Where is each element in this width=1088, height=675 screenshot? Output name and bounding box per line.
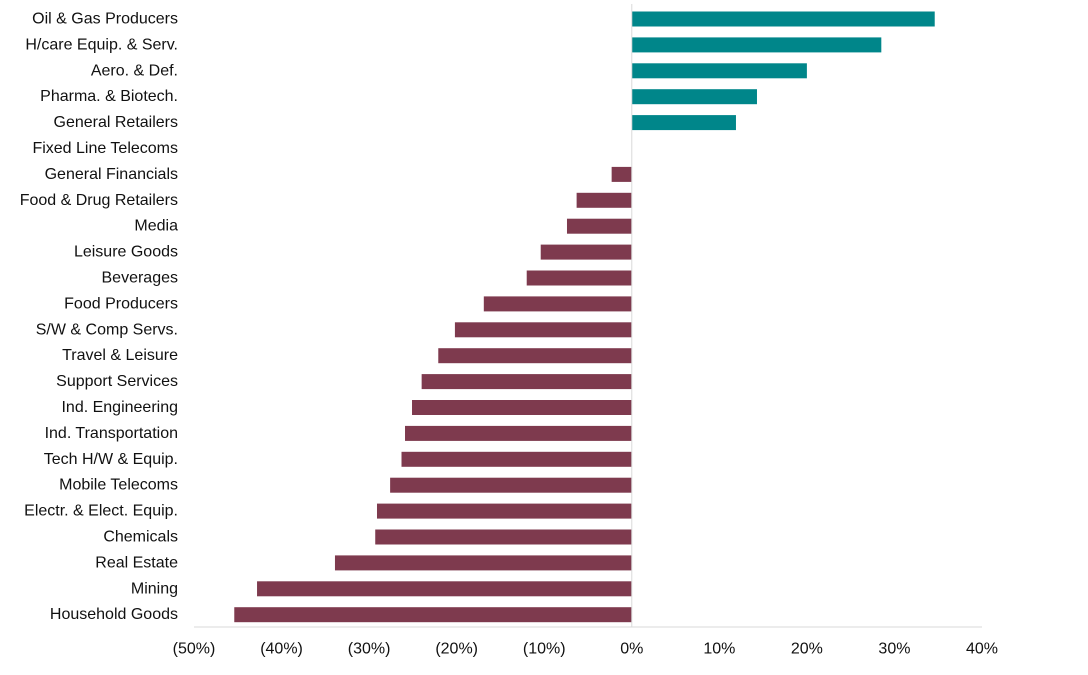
x-tick-label: (10%) xyxy=(523,641,566,658)
bar xyxy=(540,244,632,260)
bar xyxy=(576,192,632,208)
category-label: S/W & Comp Servs. xyxy=(36,321,178,338)
bar xyxy=(421,374,632,390)
x-axis-tick-labels: (50%) (40%) (30%) (20%) (10%) 0% 10% 20% 30% 40% xyxy=(173,641,998,658)
category-label: H/care Equip. & Serv. xyxy=(25,36,178,53)
category-label: Real Estate xyxy=(95,554,178,571)
x-tick-label: 40% xyxy=(966,641,998,658)
category-labels: Oil & Gas Producers H/care Equip. & Serv.… xyxy=(20,11,178,624)
bar xyxy=(631,11,935,27)
x-tick-label: 20% xyxy=(791,641,823,658)
bar xyxy=(234,607,632,623)
bar xyxy=(405,425,632,441)
x-tick-label: 30% xyxy=(878,641,910,658)
bar xyxy=(257,581,632,597)
category-label: General Retailers xyxy=(54,114,179,131)
category-label: Aero. & Def. xyxy=(91,62,178,79)
bar xyxy=(566,218,632,234)
bar xyxy=(631,89,757,105)
bar xyxy=(334,555,632,571)
x-tick-label: (50%) xyxy=(173,641,216,658)
bar xyxy=(611,166,632,182)
bar xyxy=(376,503,632,519)
category-label: Chemicals xyxy=(103,529,178,546)
category-label: Fixed Line Telecoms xyxy=(32,140,178,157)
bar xyxy=(438,348,632,364)
category-label: Food & Drug Retailers xyxy=(20,192,178,209)
category-label: Beverages xyxy=(102,270,179,287)
bar xyxy=(631,63,807,79)
category-label: General Financials xyxy=(45,166,178,183)
bar xyxy=(375,529,632,545)
category-label: Household Goods xyxy=(50,606,178,623)
bar xyxy=(526,270,632,286)
category-label: Support Services xyxy=(56,373,178,390)
category-label: Travel & Leisure xyxy=(62,347,178,364)
bar xyxy=(454,322,632,338)
category-label: Food Producers xyxy=(64,295,178,312)
bar xyxy=(631,37,882,53)
category-label: Mobile Telecoms xyxy=(59,477,178,494)
bars-group xyxy=(234,11,935,623)
x-tick-label: (40%) xyxy=(260,641,303,658)
x-tick-label: (30%) xyxy=(348,641,391,658)
category-label: Leisure Goods xyxy=(74,244,178,261)
bar xyxy=(390,477,632,493)
bar xyxy=(483,296,632,312)
category-label: Electr. & Elect. Equip. xyxy=(24,503,178,520)
bar xyxy=(412,400,632,415)
category-label: Ind. Engineering xyxy=(61,399,178,416)
bar xyxy=(401,451,632,467)
x-tick-label: 10% xyxy=(703,641,735,658)
x-tick-label: (20%) xyxy=(435,641,478,658)
category-label: Pharma. & Biotech. xyxy=(40,88,178,105)
bar xyxy=(631,115,736,131)
category-label: Oil & Gas Producers xyxy=(32,11,178,28)
x-tick-label: 0% xyxy=(620,641,643,658)
category-label: Media xyxy=(134,218,178,235)
category-label: Ind. Transportation xyxy=(45,425,178,442)
category-label: Tech H/W & Equip. xyxy=(44,451,178,468)
category-label: Mining xyxy=(131,580,178,597)
